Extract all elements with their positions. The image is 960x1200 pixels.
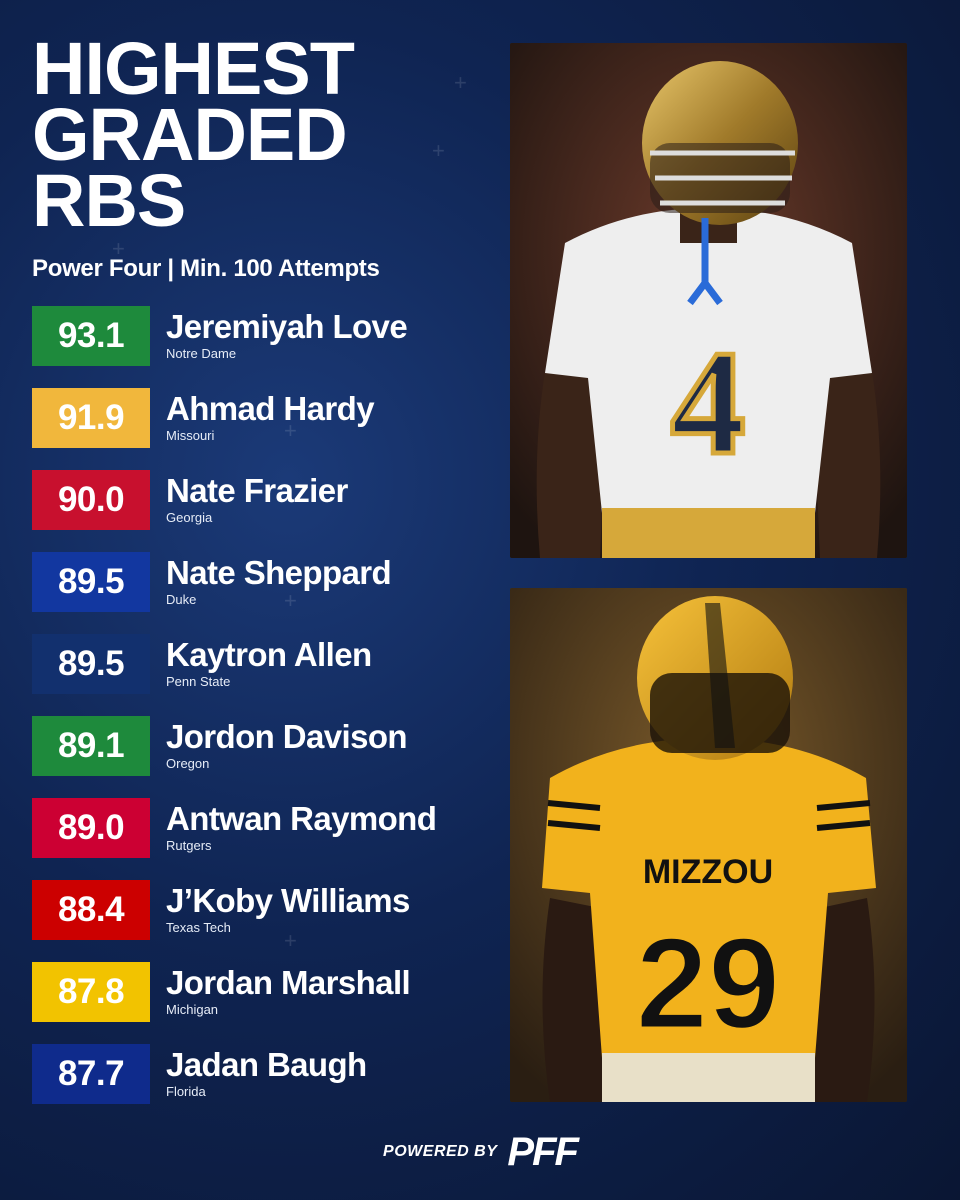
player-row: 91.9 Ahmad Hardy Missouri <box>32 388 502 470</box>
player-name: Nate Frazier <box>166 472 348 509</box>
player-school: Duke <box>166 592 197 607</box>
grade-badge: 89.0 <box>32 798 150 858</box>
grade-badge: 88.4 <box>32 880 150 940</box>
background-plus-icon: + <box>284 928 297 953</box>
player-school: Rutgers <box>166 838 212 853</box>
background-plus-icon: + <box>284 418 297 443</box>
grade-badge: 93.1 <box>32 306 150 366</box>
player-list: 93.1 Jeremiyah Love Notre Dame 91.9 Ahma… <box>32 306 502 1126</box>
pff-logo: PFF <box>507 1130 579 1174</box>
page-subtitle: Power Four | Min. 100 Attempts <box>32 255 380 282</box>
grade-badge: 87.7 <box>32 1044 150 1104</box>
player-school: Penn State <box>166 674 231 689</box>
background-plus-icon: + <box>432 138 445 163</box>
title-line: RBS <box>32 159 186 242</box>
player-row: 88.4 J’Koby Williams Texas Tech <box>32 880 502 962</box>
player-school: Notre Dame <box>166 346 237 361</box>
player-name: Jordan Marshall <box>166 964 411 1001</box>
jersey-number: 4 <box>671 320 746 486</box>
player-photo-icon: MIZZOU 29 <box>510 588 907 1102</box>
player-photo-icon: 4 <box>510 43 907 558</box>
player-row: 90.0 Nate Frazier Georgia <box>32 470 502 552</box>
grade-badge: 91.9 <box>32 388 150 448</box>
grade-badge: 90.0 <box>32 470 150 530</box>
player-row: 87.7 Jadan Baugh Florida <box>32 1044 502 1126</box>
player-name: Nate Sheppard <box>166 554 392 591</box>
player-name: Jordon Davison <box>166 718 408 755</box>
player-name: Jeremiyah Love <box>166 308 408 345</box>
grade-badge: 89.5 <box>32 552 150 612</box>
player-row: 89.0 Antwan Raymond Rutgers <box>32 798 502 880</box>
title-line: GRADED <box>32 93 348 176</box>
jersey-text: MIZZOU <box>643 853 773 891</box>
player-school: Michigan <box>166 1002 219 1017</box>
background-plus-icon: + <box>284 588 297 613</box>
page-title: HIGHEST GRADED RBS <box>32 27 492 242</box>
player-school: Texas Tech <box>166 920 231 935</box>
player-school: Georgia <box>166 510 213 525</box>
player-photo-bottom: MIZZOU 29 <box>510 588 907 1102</box>
player-school: Florida <box>166 1084 206 1099</box>
player-name: Ahmad Hardy <box>166 390 375 427</box>
grade-badge: 87.8 <box>32 962 150 1022</box>
player-row: 93.1 Jeremiyah Love Notre Dame <box>32 306 502 388</box>
footer-branding: POWERED BY PFF <box>0 1132 960 1172</box>
powered-by-label: POWERED BY <box>383 1143 498 1160</box>
player-name: Jadan Baugh <box>166 1046 367 1083</box>
grade-badge: 89.1 <box>32 716 150 776</box>
background-plus-icon: + <box>112 236 125 261</box>
grade-badge: 89.5 <box>32 634 150 694</box>
player-school: Missouri <box>166 428 215 443</box>
background-plus-icon: + <box>112 70 125 95</box>
player-name: Kaytron Allen <box>166 636 372 673</box>
player-school: Oregon <box>166 756 210 771</box>
player-row: 89.5 Kaytron Allen Penn State <box>32 634 502 716</box>
player-photo-top: 4 <box>510 43 907 558</box>
player-row: 87.8 Jordan Marshall Michigan <box>32 962 502 1044</box>
player-name: Antwan Raymond <box>166 800 437 837</box>
player-name: J’Koby Williams <box>166 882 410 919</box>
jersey-number: 29 <box>636 910 781 1056</box>
player-row: 89.1 Jordon Davison Oregon <box>32 716 502 798</box>
player-row: 89.5 Nate Sheppard Duke <box>32 552 502 634</box>
title-line: HIGHEST <box>32 27 355 110</box>
background-plus-icon: + <box>454 70 467 95</box>
